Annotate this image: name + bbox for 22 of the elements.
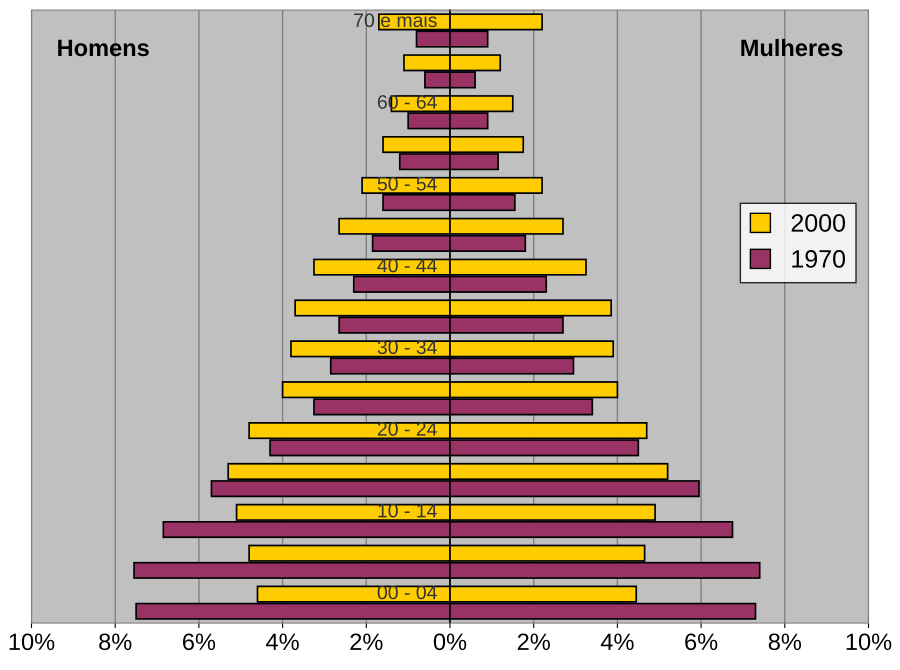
- x-tick-label: 6%: [183, 633, 216, 650]
- x-tick-label: 8%: [99, 633, 132, 650]
- x-tick-label: 0%: [434, 633, 466, 650]
- legend-label: 1970: [792, 250, 846, 268]
- y-tick-label: 30 - 34: [378, 340, 437, 354]
- y-tick-label: 00 - 04: [378, 586, 437, 600]
- y-tick-label: 70 e mais: [354, 12, 437, 28]
- x-tick-label: 2%: [350, 633, 383, 650]
- x-tick-label: 2%: [518, 633, 550, 650]
- annotation: Homens: [58, 40, 149, 56]
- x-tick-label: 4%: [600, 634, 634, 650]
- x-tick-label: 10%: [846, 633, 892, 650]
- x-tick-label: 6%: [685, 633, 718, 650]
- x-tick-label: 4%: [266, 634, 299, 650]
- y-tick-label: 20 - 24: [378, 422, 437, 436]
- x-tick-label: 8%: [768, 633, 802, 650]
- y-tick-label: 50 - 54: [378, 176, 437, 191]
- annotation: Mulheres: [741, 38, 842, 56]
- y-tick-label: 10 - 14: [378, 504, 437, 518]
- legend-label: 2000: [792, 214, 846, 232]
- y-tick-label: 40 - 44: [377, 258, 437, 272]
- x-tick-label: 10%: [10, 633, 54, 650]
